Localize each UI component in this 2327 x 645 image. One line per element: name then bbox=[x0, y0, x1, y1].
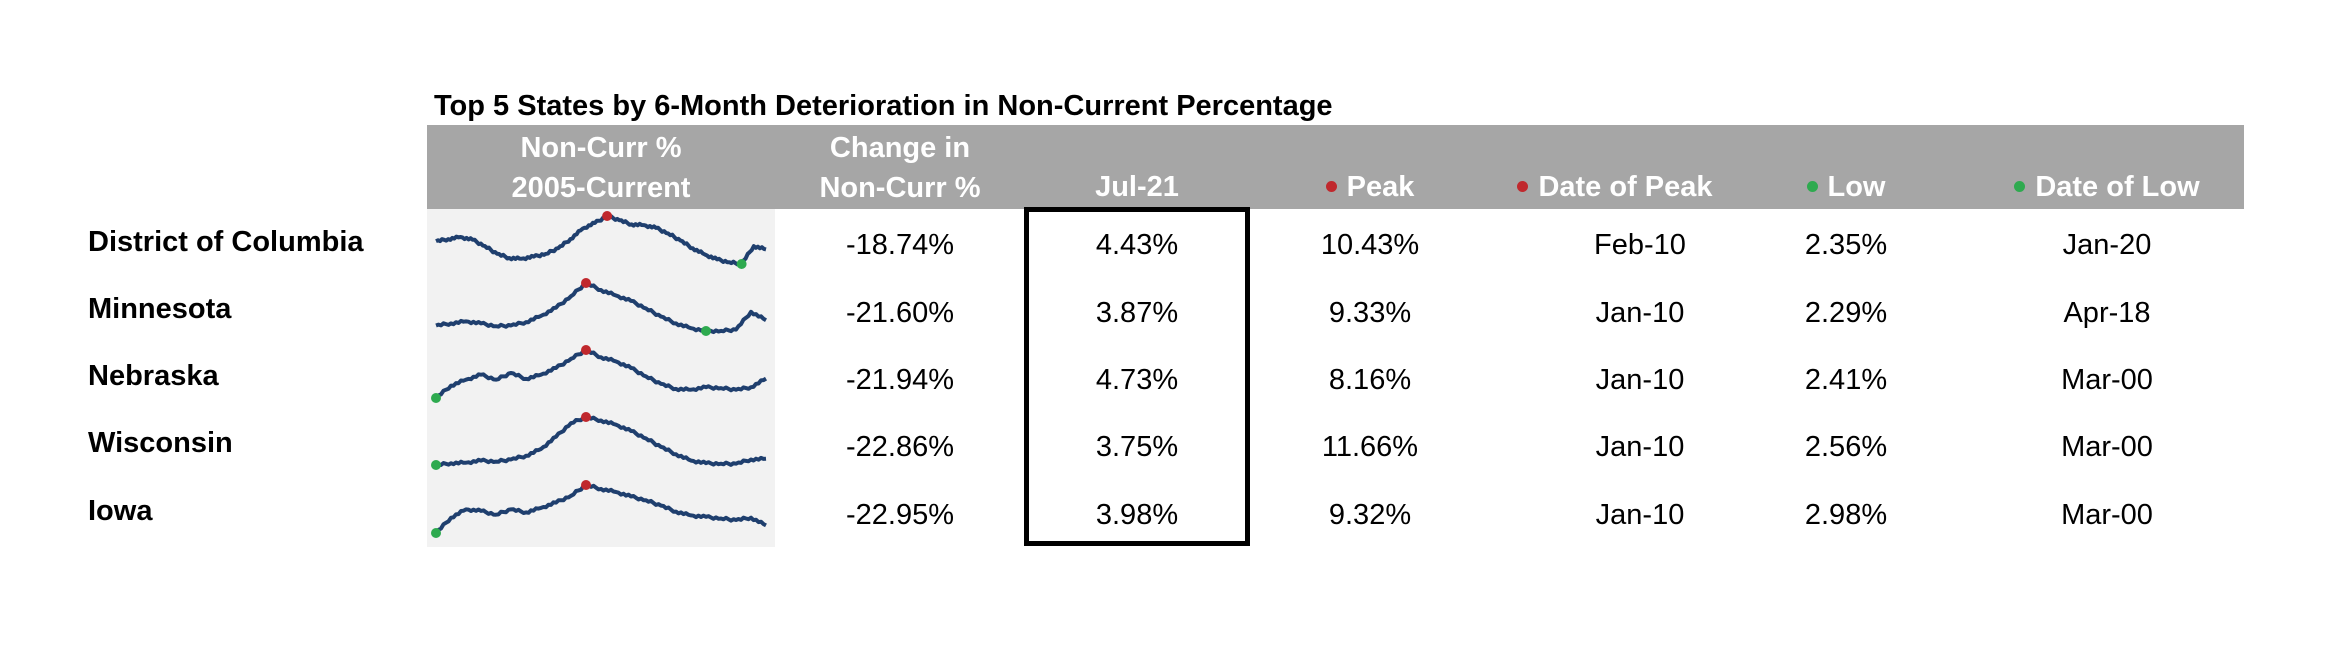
state-name: Wisconsin bbox=[88, 427, 233, 459]
sparkline-wisconsin bbox=[431, 412, 767, 470]
peak-dot-icon bbox=[1325, 180, 1337, 192]
low-dot-icon bbox=[2014, 180, 2026, 192]
low-value: 2.98% bbox=[1804, 499, 1888, 531]
header-low-label: Low bbox=[1827, 171, 1886, 203]
sparkline-low-marker bbox=[701, 326, 711, 336]
header-sparkline-line1: Non-Curr % bbox=[520, 132, 682, 164]
sparkline-peak-marker bbox=[581, 480, 591, 490]
peak-value: 9.32% bbox=[1328, 499, 1412, 531]
header-change-line1: Change in bbox=[829, 132, 971, 164]
sparkline-low-marker bbox=[431, 460, 441, 470]
low-value: 2.29% bbox=[1804, 297, 1888, 329]
sparkline-series bbox=[435, 214, 767, 267]
header-change: Change in Non-Curr % bbox=[790, 128, 1010, 208]
sparkline-iowa bbox=[431, 480, 767, 538]
sparkline-low-marker bbox=[431, 528, 441, 538]
date-peak-value: Jan-10 bbox=[1595, 499, 1685, 531]
header-low: Low bbox=[1736, 167, 1956, 207]
change-value: -21.60% bbox=[845, 297, 954, 329]
header-date-peak-label: Date of Peak bbox=[1538, 171, 1713, 203]
date-low-value: Jan-20 bbox=[2062, 229, 2152, 261]
sparkline-low-marker bbox=[736, 259, 747, 269]
header-bar bbox=[427, 125, 2244, 209]
change-value: -21.94% bbox=[845, 364, 954, 396]
sparkline-low-marker bbox=[431, 393, 441, 403]
sparkline-series bbox=[435, 415, 767, 467]
current-value: 4.73% bbox=[1095, 364, 1179, 396]
header-date-peak: Date of Peak bbox=[1470, 167, 1760, 207]
state-name: District of Columbia bbox=[88, 226, 364, 258]
change-value: -22.95% bbox=[845, 499, 954, 531]
header-current: Jul-21 bbox=[1095, 171, 1179, 203]
date-peak-value: Jan-10 bbox=[1595, 297, 1685, 329]
date-peak-value: Jan-10 bbox=[1595, 364, 1685, 396]
sparkline-dc bbox=[435, 211, 767, 269]
peak-value: 10.43% bbox=[1320, 229, 1420, 261]
date-low-value: Mar-00 bbox=[2061, 499, 2153, 531]
current-value: 3.75% bbox=[1095, 431, 1179, 463]
date-peak-value: Feb-10 bbox=[1594, 229, 1686, 261]
state-name: Iowa bbox=[88, 495, 153, 527]
low-value: 2.41% bbox=[1804, 364, 1888, 396]
current-value: 3.87% bbox=[1095, 297, 1179, 329]
peak-value: 11.66% bbox=[1321, 431, 1419, 463]
header-sparkline: Non-Curr % 2005-Current bbox=[427, 128, 775, 208]
sparkline-peak-marker bbox=[581, 345, 591, 355]
sparkline-peak-marker bbox=[581, 278, 591, 288]
low-value: 2.56% bbox=[1804, 431, 1888, 463]
date-low-value: Mar-00 bbox=[2061, 364, 2153, 396]
peak-value: 8.16% bbox=[1328, 364, 1412, 396]
header-peak-label: Peak bbox=[1346, 171, 1415, 203]
low-value: 2.35% bbox=[1804, 229, 1888, 261]
header-date-low: Date of Low bbox=[1970, 167, 2244, 207]
sparkline-nebraska bbox=[431, 345, 768, 403]
peak-dot-icon bbox=[1517, 180, 1529, 192]
header-date-low-label: Date of Low bbox=[2035, 171, 2200, 203]
current-column-highlight bbox=[1024, 207, 1250, 546]
date-peak-value: Jan-10 bbox=[1595, 431, 1685, 463]
state-name: Nebraska bbox=[88, 360, 219, 392]
sparkline-peak-marker bbox=[602, 211, 613, 221]
sparkline-series bbox=[434, 348, 768, 400]
low-dot-icon bbox=[1806, 180, 1818, 192]
state-name: Minnesota bbox=[88, 293, 232, 325]
peak-value: 9.33% bbox=[1328, 297, 1412, 329]
header-sparkline-line2: 2005-Current bbox=[511, 172, 691, 204]
date-low-value: Mar-00 bbox=[2061, 431, 2153, 463]
change-value: -18.74% bbox=[845, 229, 954, 261]
header-change-line2: Non-Curr % bbox=[819, 172, 981, 204]
current-value: 4.43% bbox=[1095, 229, 1179, 261]
current-value: 3.98% bbox=[1095, 499, 1179, 531]
sparkline-peak-marker bbox=[581, 412, 591, 422]
sparkline-series bbox=[434, 483, 767, 535]
sparkline-series bbox=[435, 281, 767, 335]
date-low-value: Apr-18 bbox=[2063, 297, 2151, 329]
change-value: -22.86% bbox=[845, 431, 954, 463]
header-peak: Peak bbox=[1260, 167, 1480, 207]
table-title: Top 5 States by 6-Month Deterioration in… bbox=[434, 90, 1333, 122]
sparkline-minnesota bbox=[435, 278, 767, 336]
